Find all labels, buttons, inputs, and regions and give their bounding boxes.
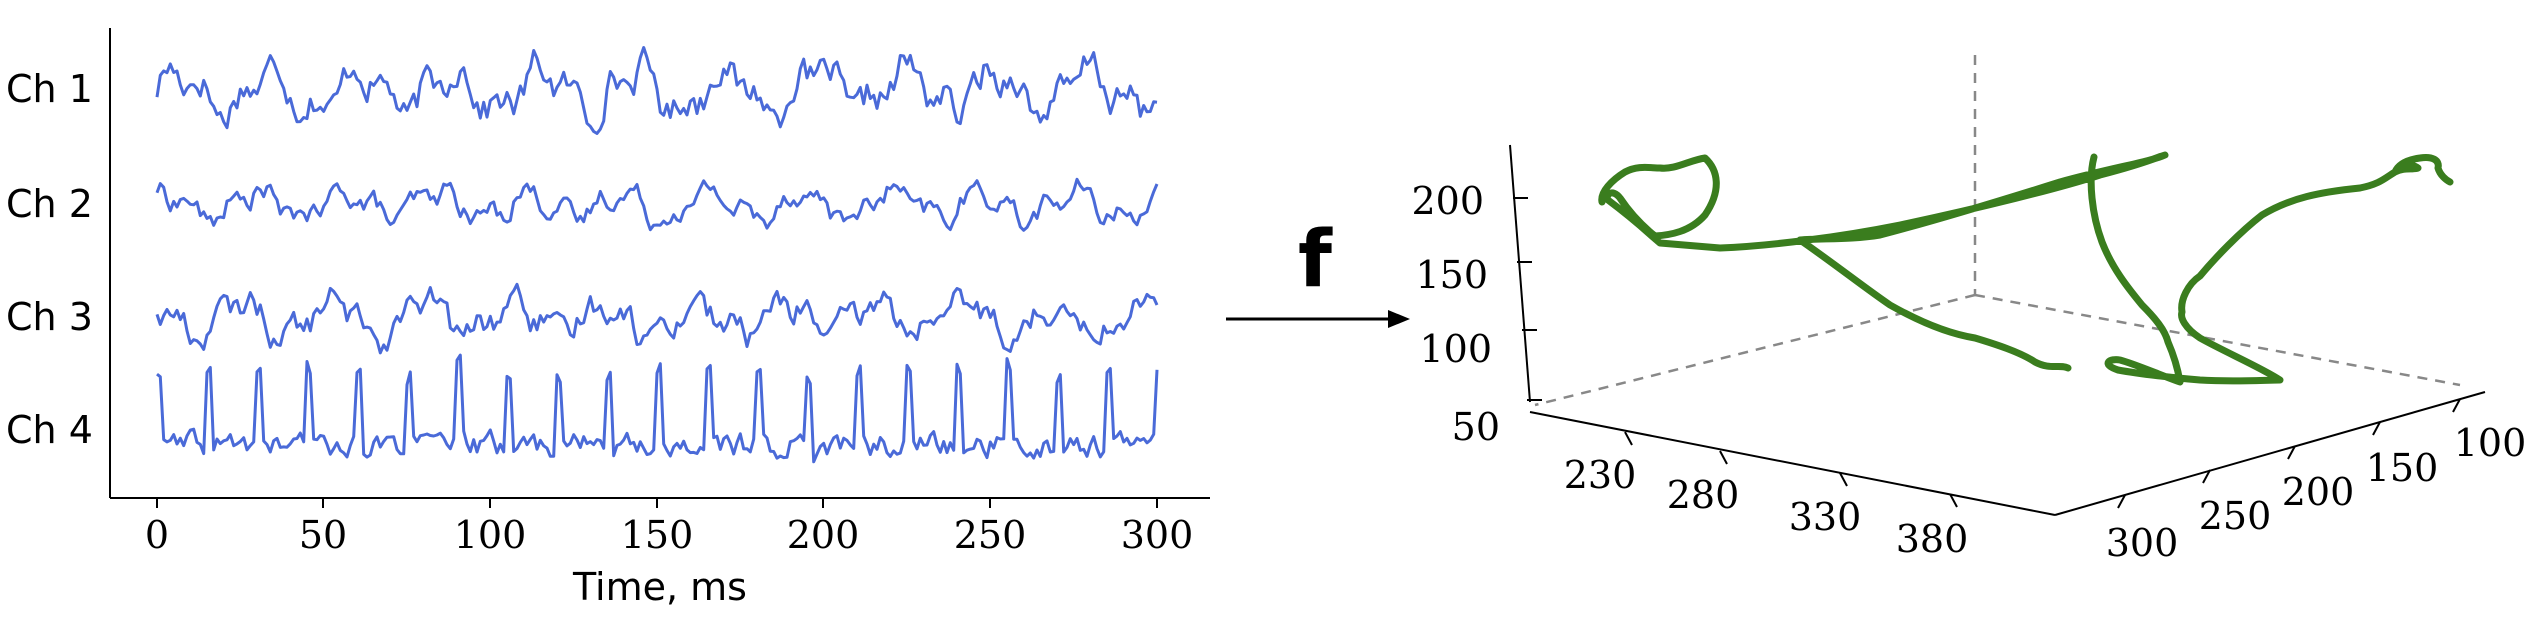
x-tick-label: 100 xyxy=(454,513,527,557)
x-tick-mark-3d xyxy=(1839,472,1848,487)
z-tick-label: 200 xyxy=(1411,179,1484,223)
x-tick-label: 300 xyxy=(1121,513,1194,557)
time-axis-ticks: 0 50 100 150 200 250 300 xyxy=(145,498,1193,557)
x-tick-mark-3d xyxy=(1949,493,1958,508)
arrow-head xyxy=(1388,310,1410,328)
timeseries-panel: Ch 1 Ch 2 Ch 3 Ch 4 0 50 100 150 200 250… xyxy=(6,28,1210,609)
z-tick-label: 50 xyxy=(1452,405,1500,449)
y-tick-mark-3d xyxy=(2287,445,2296,460)
floor-right-edge xyxy=(1974,293,2461,387)
channel-label-2: Ch 2 xyxy=(6,182,93,226)
channel-label-4: Ch 4 xyxy=(6,408,93,452)
y-tick-mark-3d xyxy=(2372,421,2381,436)
channel-signal-4 xyxy=(156,353,1159,464)
x-tick-label-3d: 280 xyxy=(1667,473,1740,517)
y-tick-label-3d: 200 xyxy=(2282,470,2355,514)
x-tick-label: 0 xyxy=(145,513,169,557)
channel-label-1: Ch 1 xyxy=(6,67,93,111)
channel-signal-3 xyxy=(155,282,1159,355)
signal-lines xyxy=(155,46,1159,464)
trajectory-panel: 50 100 150 200 230 280 330 380 300 250 2… xyxy=(1411,55,2526,565)
y-tick-label-3d: 300 xyxy=(2106,521,2179,565)
z-tick-label: 150 xyxy=(1415,253,1488,297)
x-tick-label-3d: 330 xyxy=(1789,495,1862,539)
y-tick-label-3d: 250 xyxy=(2199,494,2272,538)
x-tick-label-3d: 380 xyxy=(1896,517,1969,561)
latent-trajectory xyxy=(1598,151,2454,386)
y-tick-mark-3d xyxy=(2452,398,2461,413)
y-axis-3d: 300 250 200 150 100 xyxy=(2054,391,2527,565)
x-tick-mark-3d xyxy=(1624,431,1633,446)
y-tick-mark-3d xyxy=(2202,469,2211,484)
mapping-arrow: f xyxy=(1226,215,1410,328)
x-axis-title: Time, ms xyxy=(572,565,747,609)
x-tick-mark-3d xyxy=(1719,450,1728,465)
channel-signal-1 xyxy=(155,46,1158,135)
channel-signal-2 xyxy=(155,177,1159,232)
x-tick-label: 150 xyxy=(621,513,694,557)
x-tick-label: 250 xyxy=(954,513,1027,557)
x-axis-3d-line xyxy=(1529,411,2056,516)
y-tick-label-3d: 100 xyxy=(2454,421,2527,465)
z-tick-label: 100 xyxy=(1419,327,1492,371)
y-tick-mark-3d xyxy=(2117,494,2126,509)
y-tick-label-3d: 150 xyxy=(2366,446,2439,490)
x-tick-label-3d: 230 xyxy=(1564,453,1637,497)
mapping-function-label: f xyxy=(1298,215,1333,305)
x-tick-label: 200 xyxy=(787,513,860,557)
z-axis-line xyxy=(1509,144,1531,403)
y-axis-3d-line xyxy=(2054,391,2486,516)
channel-label-3: Ch 3 xyxy=(6,295,93,339)
x-tick-label: 50 xyxy=(299,513,347,557)
z-axis: 50 100 150 200 xyxy=(1411,144,1542,449)
x-axis-3d: 230 280 330 380 xyxy=(1529,411,2056,561)
